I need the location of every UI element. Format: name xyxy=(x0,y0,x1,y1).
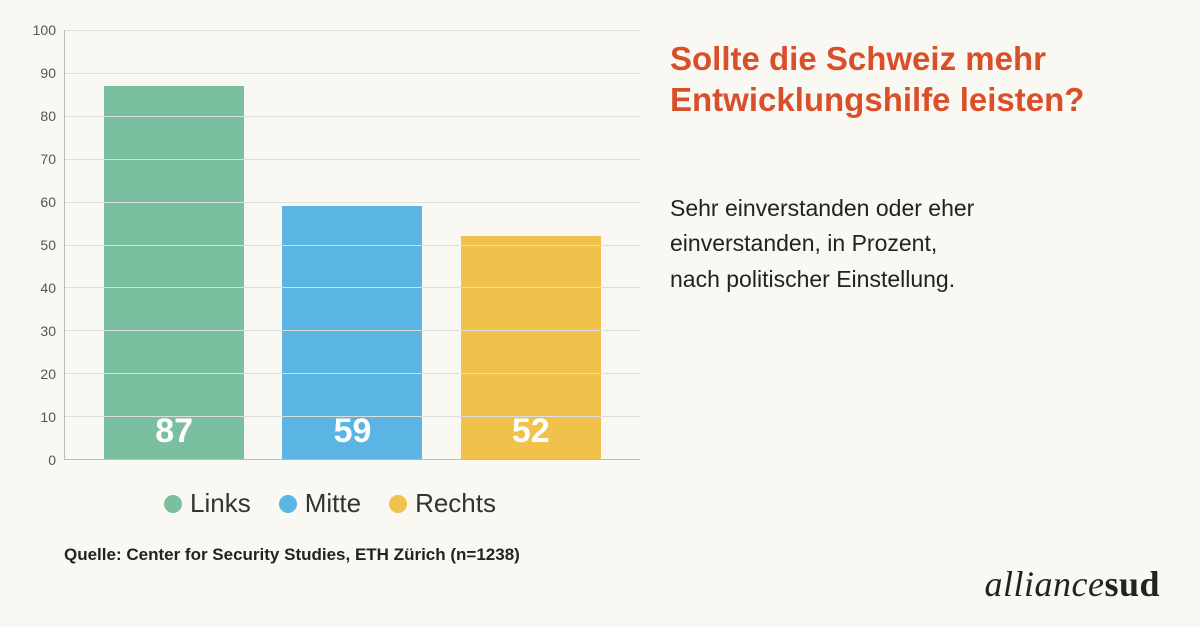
bar-rechts: 52 xyxy=(461,236,601,459)
grid-line xyxy=(65,373,640,374)
source-text: Quelle: Center for Security Studies, ETH… xyxy=(64,545,640,565)
y-tick: 20 xyxy=(40,366,56,382)
grid-line xyxy=(65,159,640,160)
chart-legend: Links Mitte Rechts xyxy=(20,488,640,519)
grid-line xyxy=(65,287,640,288)
logo-part-1: alliance xyxy=(984,564,1104,604)
grid-line xyxy=(65,202,640,203)
y-tick: 0 xyxy=(48,452,56,468)
logo-part-2: sud xyxy=(1104,564,1160,604)
y-tick: 30 xyxy=(40,323,56,339)
y-tick: 40 xyxy=(40,280,56,296)
legend-dot-icon xyxy=(164,495,182,513)
grid-line xyxy=(65,330,640,331)
y-tick: 70 xyxy=(40,151,56,167)
legend-label: Rechts xyxy=(415,488,496,519)
y-tick: 10 xyxy=(40,409,56,425)
legend-label: Links xyxy=(190,488,251,519)
bar-links: 87 xyxy=(104,86,244,459)
bar-value-label: 52 xyxy=(512,412,550,459)
chart-column: 0102030405060708090100 875952 LinksMitte… xyxy=(20,30,640,607)
chart-title: Sollte die Schweiz mehr Entwicklungshilf… xyxy=(670,38,1160,121)
chart-area: 0102030405060708090100 875952 xyxy=(20,30,640,460)
legend-dot-icon xyxy=(389,495,407,513)
legend-item-rechts: Rechts xyxy=(389,488,496,519)
y-tick: 100 xyxy=(33,22,56,38)
subtitle-line-1: Sehr einverstanden oder eher xyxy=(670,195,974,221)
grid-line xyxy=(65,416,640,417)
y-tick: 90 xyxy=(40,65,56,81)
container: 0 10 20 30 40 50 60 70 80 90 100 87 59 52 Links Mitte… xyxy=(0,0,1200,627)
legend-label: Mitte xyxy=(305,488,361,519)
subtitle-line-2: einverstanden, in Prozent, xyxy=(670,230,937,256)
legend-item-mitte: Mitte xyxy=(279,488,361,519)
bar-value-label: 59 xyxy=(334,412,372,459)
logo: alliancesud xyxy=(984,563,1160,605)
bar-value-label: 87 xyxy=(155,412,193,459)
grid-line xyxy=(65,116,640,117)
grid-line xyxy=(65,30,640,31)
legend-dot-icon xyxy=(279,495,297,513)
y-tick: 80 xyxy=(40,108,56,124)
chart-plot: 87 59 52 xyxy=(64,30,640,460)
grid-line xyxy=(65,245,640,246)
y-axis: 0102030405060708090100 xyxy=(20,30,64,460)
subtitle-line-3: nach politischer Einstellung. xyxy=(670,266,955,292)
y-tick: 50 xyxy=(40,237,56,253)
text-column: Sollte die Schweiz mehr Entwicklungshilf… xyxy=(640,30,1160,607)
y-tick: 60 xyxy=(40,194,56,210)
legend-item-links: Links xyxy=(164,488,251,519)
grid-line xyxy=(65,73,640,74)
chart-subtitle: Sehr einverstanden oder eher einverstand… xyxy=(670,191,1160,298)
